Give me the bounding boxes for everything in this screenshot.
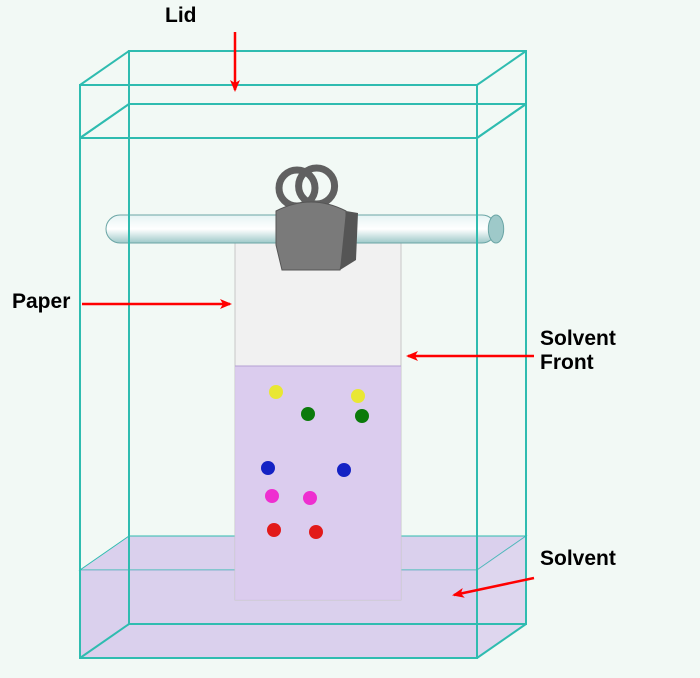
chromatography-spot <box>309 525 323 539</box>
chromatography-spot <box>351 389 365 403</box>
chromatography-diagram <box>0 0 700 678</box>
chromatography-spot <box>269 385 283 399</box>
chromatography-spot <box>265 489 279 503</box>
chromatography-spot <box>261 461 275 475</box>
chromatography-spot <box>301 407 315 421</box>
chromatography-spot <box>303 491 317 505</box>
chromatography-spot <box>355 409 369 423</box>
binder-clip <box>276 202 346 270</box>
chromatography-spot <box>267 523 281 537</box>
chromatography-spot <box>337 463 351 477</box>
